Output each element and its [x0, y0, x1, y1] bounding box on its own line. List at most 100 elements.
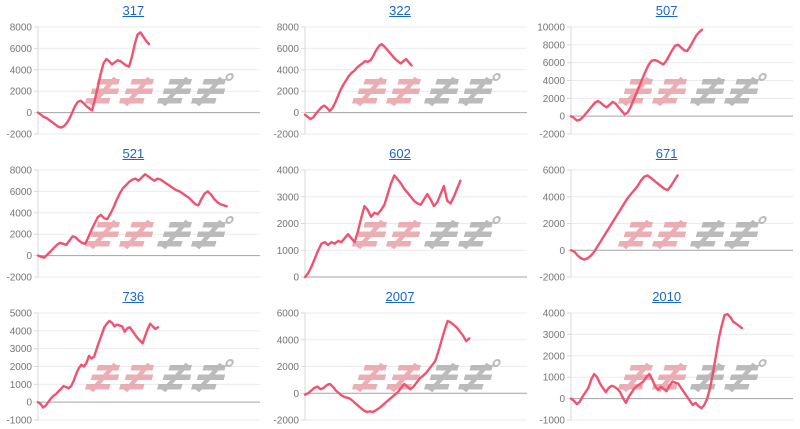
y-axis-tick-label: 4000: [10, 208, 33, 219]
y-axis-tick-label: 2000: [276, 219, 299, 230]
series-line: [570, 312, 744, 410]
y-axis-tick-label: 1000: [276, 246, 299, 257]
y-axis-tick-label: 3000: [10, 344, 33, 355]
y-axis-tick-label: 8000: [10, 166, 33, 177]
watermark: [351, 73, 501, 107]
y-axis-tick-label: 4000: [543, 309, 566, 320]
series-line: [303, 42, 413, 121]
y-axis-tick-label: -1000: [6, 416, 32, 427]
chart-cell: 2010 4000 3000 2000 1000 0 -1000: [533, 286, 800, 429]
chart-title-link[interactable]: 671: [655, 146, 678, 161]
chart-title-link[interactable]: 736: [122, 289, 145, 304]
watermark: [351, 216, 501, 250]
series-line: [570, 28, 704, 122]
chart-title-link[interactable]: 2010: [652, 289, 682, 304]
chart-title-link[interactable]: 507: [655, 3, 678, 18]
y-axis-tick-label: 0: [560, 246, 566, 257]
y-axis-tick-label: 4000: [276, 335, 299, 346]
y-axis-tick-label: 4000: [10, 65, 33, 76]
y-axis-tick-label: 8000: [543, 40, 566, 51]
y-axis-tick-label: 6000: [10, 44, 33, 55]
y-axis-tick-label: -2000: [6, 273, 32, 284]
y-axis-tick-label: -2000: [6, 130, 32, 141]
y-axis-tick-label: 6000: [10, 187, 33, 198]
chart-title-row: 507: [533, 0, 800, 20]
y-axis-tick-label: 5000: [10, 309, 33, 320]
chart-cell: 317 8000 6000 4000 2000 0 -2000: [0, 0, 267, 143]
series-line: [303, 319, 471, 414]
y-axis-tick-label: 0: [293, 389, 299, 400]
watermark: [351, 359, 501, 393]
series-line: [36, 31, 151, 129]
line-chart: 6000 4000 2000 0 -2000: [273, 309, 527, 427]
chart-cell: 322 8000 6000 4000 2000 0 -2000: [267, 0, 534, 143]
y-axis-tick-label: 4000: [276, 166, 299, 177]
watermark: [84, 216, 234, 250]
y-axis-tick-label: -2000: [540, 273, 566, 284]
chart-title-row: 322: [267, 0, 534, 20]
y-axis-tick-label: -2000: [273, 130, 299, 141]
chart-cell: 2007 6000 4000 2000 0 -2000: [267, 286, 534, 429]
y-axis-tick-label: 2000: [276, 362, 299, 373]
y-axis-tick-label: 2000: [10, 362, 33, 373]
series-line: [36, 173, 228, 259]
line-chart: 5000 4000 3000 2000 1000 0 -1000: [6, 309, 260, 427]
chart-cell: 521 8000 6000 4000 2000 0 -2000: [0, 143, 267, 286]
chart-title-link[interactable]: 602: [389, 146, 411, 161]
chart-title-link[interactable]: 521: [122, 146, 145, 161]
y-axis-tick-label: 2000: [10, 87, 33, 98]
y-axis-tick-label: 3000: [276, 192, 299, 203]
y-axis-tick-label: 4000: [543, 76, 566, 87]
y-axis-tick-label: 0: [26, 108, 32, 119]
watermark: [618, 359, 768, 393]
y-axis-tick-label: 0: [293, 108, 299, 119]
line-chart: 6000 4000 2000 0 -2000: [540, 166, 794, 284]
chart-title-link[interactable]: 322: [389, 3, 411, 18]
watermark: [618, 73, 768, 107]
chart-title-row: 2007: [267, 286, 534, 306]
y-axis-tick-label: 10000: [538, 23, 566, 34]
y-axis-tick-label: 3000: [543, 330, 566, 341]
watermark: [84, 359, 234, 393]
chart-title-link[interactable]: 317: [122, 3, 145, 18]
y-axis-tick-label: 0: [26, 398, 32, 409]
y-axis-tick-label: 0: [560, 112, 566, 123]
line-chart: 4000 3000 2000 1000 0 -1000: [540, 309, 794, 427]
watermark: [618, 216, 768, 250]
y-axis-tick-label: 4000: [10, 326, 33, 337]
y-axis-tick-label: 6000: [276, 44, 299, 55]
y-axis-tick-label: 2000: [276, 87, 299, 98]
y-axis-tick-label: -2000: [273, 416, 299, 427]
chart-title-row: 521: [0, 143, 267, 163]
y-axis-tick-label: 0: [293, 273, 299, 284]
chart-title-row: 317: [0, 0, 267, 20]
y-axis-tick-label: 6000: [543, 166, 566, 177]
y-axis-tick-label: 2000: [543, 94, 566, 105]
series-line: [303, 174, 462, 279]
chart-cell: 507 10000 8000 6000 4000 2000 0 -2000: [533, 0, 800, 143]
y-axis-tick-label: 1000: [10, 380, 33, 391]
y-axis-tick-label: 4000: [543, 192, 566, 203]
y-axis-tick-label: 8000: [276, 23, 299, 34]
watermark: [84, 73, 234, 107]
y-axis-tick-label: 0: [26, 251, 32, 262]
y-axis-tick-label: 8000: [10, 23, 33, 34]
line-chart: 8000 6000 4000 2000 0 -2000: [6, 166, 260, 284]
series-line: [570, 174, 680, 261]
y-axis-tick-label: 4000: [276, 65, 299, 76]
chart-title-link[interactable]: 2007: [385, 289, 415, 304]
y-axis-tick-label: 6000: [276, 309, 299, 320]
series-line: [36, 319, 160, 409]
chart-cell: 736 5000 4000 3000 2000 1000 0 -1000: [0, 286, 267, 429]
y-axis-tick-label: 0: [560, 394, 566, 405]
y-axis-tick-label: -2000: [540, 130, 566, 141]
y-axis-tick-label: 6000: [543, 58, 566, 69]
y-axis-tick-label: -1000: [540, 416, 566, 427]
chart-cell: 671 6000 4000 2000 0 -2000: [533, 143, 800, 286]
chart-title-row: 736: [0, 286, 267, 306]
chart-title-row: 602: [267, 143, 534, 163]
y-axis-tick-label: 1000: [543, 373, 566, 384]
y-axis-tick-label: 2000: [10, 230, 33, 241]
line-chart: 10000 8000 6000 4000 2000 0 -2000: [538, 23, 794, 141]
